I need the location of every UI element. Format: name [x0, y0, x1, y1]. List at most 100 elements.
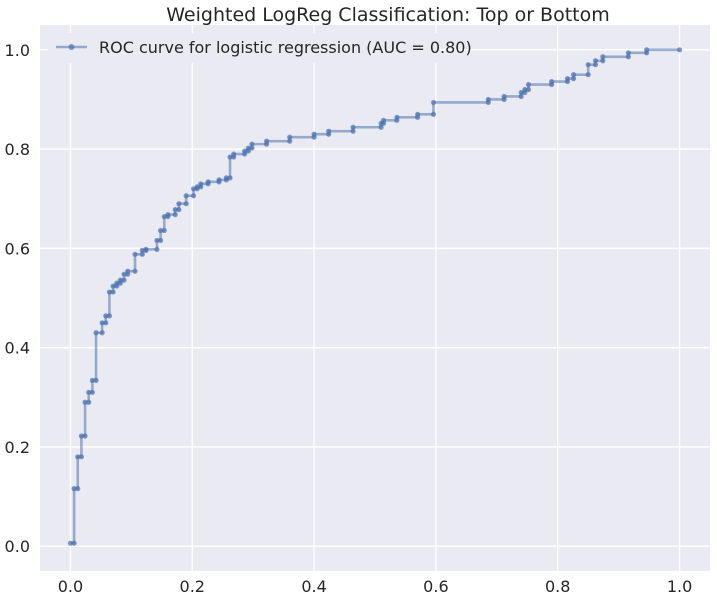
legend-box [48, 33, 440, 63]
data-point [430, 99, 437, 106]
data-point [415, 111, 421, 117]
data-point [585, 72, 591, 78]
data-point [676, 47, 683, 53]
data-point [158, 237, 164, 244]
data-point [89, 377, 95, 383]
data-point [71, 540, 77, 546]
x-axis-tick-labels: 0.0 0.2 0.4 0.6 0.8 1.0 [58, 577, 693, 596]
data-point [600, 54, 606, 60]
data-point [287, 138, 293, 144]
data-point [103, 313, 109, 319]
data-point [110, 283, 116, 289]
data-point [227, 154, 233, 160]
data-point [161, 227, 167, 234]
data-point [143, 246, 149, 252]
data-point [121, 271, 127, 277]
data-point [287, 134, 293, 140]
data-point [194, 184, 200, 190]
data-point [78, 433, 85, 439]
data-point [86, 389, 92, 395]
data-point [176, 201, 182, 207]
series-layer [67, 47, 683, 546]
data-point [99, 330, 105, 336]
y-tick-label: 1.0 [5, 41, 30, 60]
x-tick-label: 0.4 [301, 577, 326, 596]
data-point [89, 389, 95, 395]
data-point [172, 212, 178, 218]
x-tick-label: 1.0 [667, 577, 692, 596]
data-point [103, 320, 109, 326]
data-point [75, 454, 81, 460]
data-point [518, 89, 524, 96]
data-point [132, 268, 138, 274]
data-point [245, 145, 251, 151]
data-point [231, 151, 237, 157]
data-point [564, 76, 571, 82]
data-point [154, 246, 160, 252]
data-point [86, 399, 92, 405]
data-point [121, 277, 127, 283]
data-point [311, 131, 317, 137]
data-point [350, 128, 356, 134]
data-point [600, 58, 606, 64]
data-point [625, 54, 631, 60]
data-point [592, 62, 599, 68]
data-point [75, 486, 81, 492]
data-point [518, 93, 524, 100]
data-point [106, 313, 113, 319]
data-point [132, 251, 138, 257]
data-point [172, 207, 178, 213]
data-point [592, 58, 599, 64]
data-point [139, 251, 145, 257]
data-point [378, 124, 384, 130]
data-point [183, 201, 189, 207]
data-point [430, 111, 437, 117]
y-tick-label: 0.6 [5, 239, 30, 258]
chart-title: Weighted LogReg Classification: Top or B… [166, 4, 610, 26]
data-point [585, 62, 591, 68]
data-point [570, 72, 577, 78]
data-point [570, 76, 577, 82]
data-point [165, 212, 171, 218]
data-point [93, 330, 99, 336]
data-point [501, 93, 507, 100]
data-point [93, 377, 99, 383]
y-tick-label: 0.0 [5, 537, 30, 556]
data-point [78, 454, 85, 460]
data-point [154, 237, 160, 244]
x-tick-label: 0.2 [180, 577, 205, 596]
data-point [525, 81, 532, 88]
data-point [117, 277, 123, 283]
data-point [242, 148, 248, 154]
data-point [350, 124, 356, 130]
data-point [380, 117, 387, 123]
data-point [190, 193, 197, 199]
data-point [216, 177, 222, 183]
data-point [198, 181, 204, 187]
plot-area [40, 25, 710, 571]
x-tick-label: 0.6 [423, 577, 448, 596]
data-point [644, 47, 650, 53]
data-point [82, 433, 88, 439]
x-gridlines [69, 25, 681, 571]
data-point [227, 175, 233, 181]
data-point [522, 86, 528, 93]
legend-label: ROC curve for logistic regression (AUC =… [99, 38, 472, 57]
legend-marker [68, 44, 75, 50]
y-tick-label: 0.8 [5, 140, 30, 159]
data-point [99, 320, 105, 326]
data-point [549, 78, 555, 85]
x-tick-label: 0.0 [58, 577, 83, 596]
data-point [158, 227, 164, 234]
data-point [223, 175, 229, 181]
data-point [263, 138, 270, 144]
data-point [525, 86, 532, 93]
data-point [114, 280, 120, 286]
data-point [249, 145, 255, 151]
data-point [110, 289, 116, 295]
data-point [176, 207, 182, 213]
data-point [183, 193, 189, 199]
legend: ROC curve for logistic regression (AUC =… [48, 33, 472, 63]
data-point [82, 399, 88, 405]
